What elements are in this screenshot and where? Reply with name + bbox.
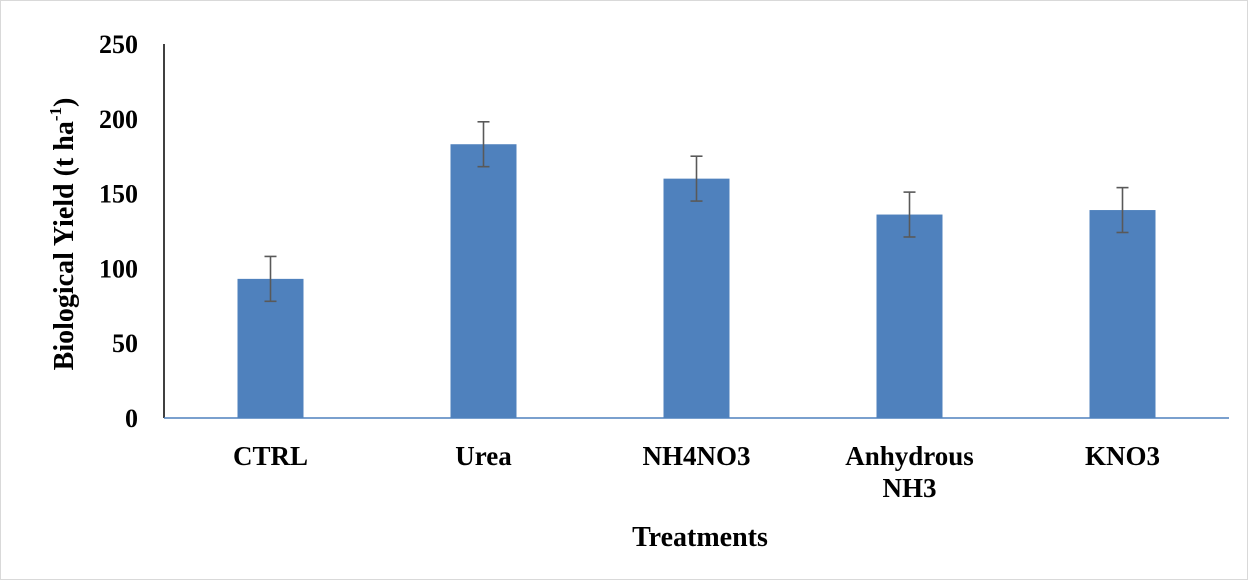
x-category-label: Anhydrous NH3 (845, 441, 974, 503)
error-bar (1116, 186, 1129, 234)
bar (1089, 210, 1156, 418)
bar (663, 178, 730, 418)
x-axis-title: Treatments (632, 522, 768, 553)
y-tick-label: 150 (99, 180, 138, 209)
x-category-label: CTRL (233, 441, 308, 471)
y-tick-label: 200 (99, 105, 138, 134)
bar (450, 144, 517, 418)
error-bar (264, 255, 277, 303)
y-axis-title: Biological Yield (t ha-1) (46, 98, 80, 371)
y-axis-title-superscript: -1 (46, 107, 65, 121)
y-axis-title-close: ) (49, 98, 80, 107)
y-axis-title-main: Biological Yield (t ha (49, 121, 80, 370)
error-bar (477, 120, 490, 168)
bar (876, 214, 943, 418)
error-bar (903, 191, 916, 238)
y-tick-label: 0 (125, 404, 138, 433)
y-axis-ticks: 0 50 100 150 200 250 (99, 30, 138, 433)
error-bar (690, 155, 703, 202)
x-category-label: NH4NO3 (643, 441, 751, 471)
y-tick-label: 50 (112, 329, 138, 358)
bars (237, 144, 1156, 418)
y-tick-label: 250 (99, 30, 138, 59)
error-bars (264, 120, 1129, 303)
x-axis-category-labels: CTRL Urea NH4NO3 Anhydrous NH3 KNO3 (233, 441, 1160, 503)
x-category-label: Urea (455, 441, 512, 471)
y-tick-label: 100 (99, 254, 138, 283)
x-category-label: KNO3 (1085, 441, 1160, 471)
